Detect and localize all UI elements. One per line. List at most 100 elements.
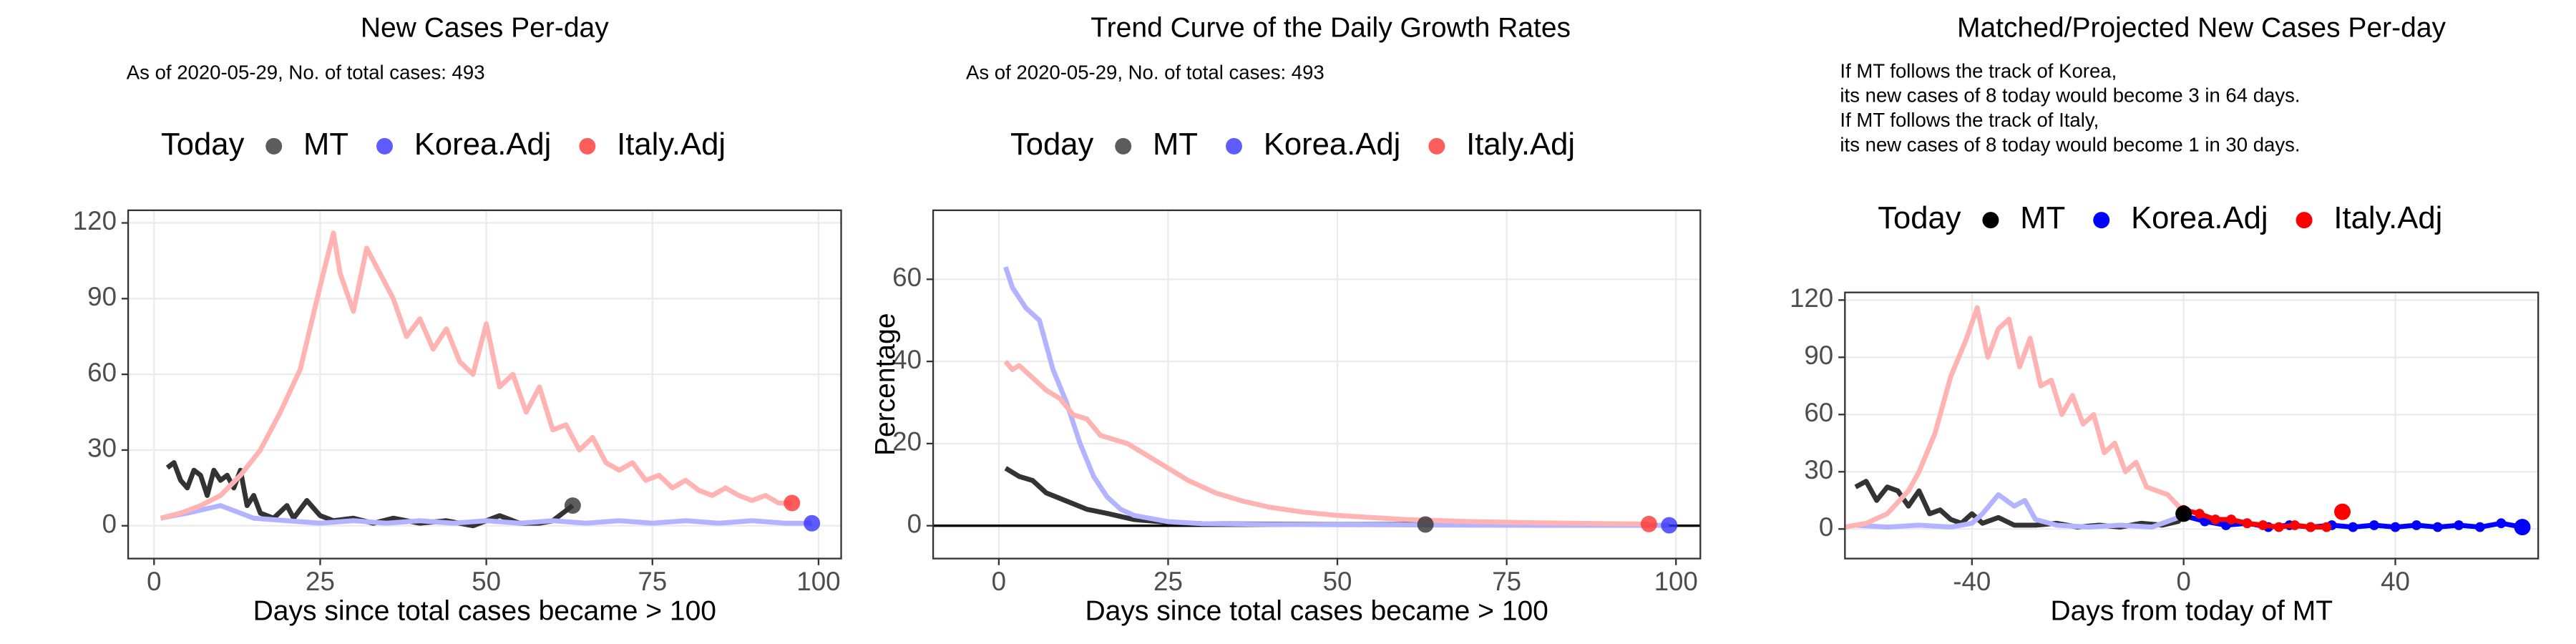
x-tick-label: 25 bbox=[306, 567, 335, 596]
projection-point bbox=[2242, 518, 2253, 529]
today-point bbox=[2514, 519, 2531, 536]
legend-label: Korea.Adj bbox=[2131, 201, 2268, 235]
legend-label: MT bbox=[303, 127, 348, 162]
series-group bbox=[1003, 266, 1678, 534]
chart-title: Trend Curve of the Daily Growth Rates bbox=[1091, 13, 1571, 44]
series-line bbox=[1855, 492, 2185, 530]
projection-point bbox=[2432, 522, 2443, 532]
y-tick-label: 30 bbox=[87, 434, 117, 463]
chart-title: New Cases Per-day bbox=[361, 13, 609, 44]
legend-marker bbox=[1115, 137, 1132, 155]
plot-border bbox=[127, 209, 842, 560]
projection-point bbox=[2210, 514, 2220, 525]
legend-marker bbox=[2296, 212, 2313, 229]
projection-point bbox=[2290, 520, 2300, 530]
projection-point bbox=[2496, 518, 2507, 529]
x-tick-label: -40 bbox=[1953, 567, 1991, 596]
projection-point bbox=[2194, 509, 2205, 519]
projection-point bbox=[2258, 520, 2268, 530]
series-line bbox=[165, 460, 575, 529]
y-tick-label: 0 bbox=[907, 509, 922, 538]
legend-marker bbox=[1428, 137, 1445, 155]
legend-marker bbox=[1226, 137, 1242, 155]
legend-label: Korea.Adj bbox=[414, 127, 552, 162]
y-tick-label: 120 bbox=[73, 206, 117, 235]
y-tick-label: 90 bbox=[87, 282, 117, 311]
y-tick-label: 0 bbox=[102, 509, 117, 538]
x-tick-label: 0 bbox=[147, 567, 161, 596]
today-point bbox=[2175, 505, 2192, 522]
today-point bbox=[1661, 517, 1678, 534]
x-tick-label: 75 bbox=[1492, 567, 1521, 596]
y-tick-label: 0 bbox=[1819, 512, 1833, 542]
projection-point bbox=[2369, 520, 2379, 530]
today-point bbox=[1417, 516, 1434, 533]
annotation: As of 2020-05-29, No. of total cases: 49… bbox=[966, 62, 1324, 84]
series-line bbox=[160, 503, 812, 526]
projection-point bbox=[2306, 522, 2316, 532]
annotation: its new cases of 8 today would become 1 … bbox=[1840, 134, 2300, 156]
legend-label: Korea.Adj bbox=[1264, 127, 1401, 162]
projection-point bbox=[2390, 522, 2401, 532]
legend-label: MT bbox=[2020, 201, 2065, 235]
y-tick-label: 40 bbox=[892, 345, 922, 374]
series-group bbox=[1845, 305, 2531, 536]
today-point bbox=[1640, 515, 1657, 532]
legend-title: Today bbox=[161, 127, 245, 162]
x-tick-label: 50 bbox=[472, 567, 501, 596]
annotation: As of 2020-05-29, No. of total cases: 49… bbox=[127, 62, 485, 84]
projection-point bbox=[2226, 514, 2237, 525]
x-axis-title: Days since total cases became > 100 bbox=[253, 596, 716, 627]
legend-marker bbox=[2093, 212, 2110, 229]
y-tick-label: 20 bbox=[892, 427, 922, 457]
plot-background bbox=[128, 210, 841, 559]
legend-label: Italy.Adj bbox=[1466, 127, 1575, 162]
legend-marker bbox=[579, 137, 596, 155]
plot-background bbox=[933, 210, 1701, 559]
legend-marker bbox=[1982, 212, 1999, 229]
x-tick-label: 100 bbox=[796, 567, 840, 596]
y-tick-label: 60 bbox=[1804, 398, 1833, 427]
x-tick-label: 100 bbox=[1654, 567, 1698, 596]
series-line bbox=[1845, 305, 2185, 530]
projection-line bbox=[2182, 507, 2327, 530]
x-tick-label: 0 bbox=[992, 567, 1006, 596]
plot-border bbox=[1844, 291, 2540, 560]
today-point bbox=[784, 494, 801, 512]
annotation: If MT follows the track of Italy, bbox=[1840, 109, 2099, 131]
y-tick-label: 120 bbox=[1790, 283, 1833, 313]
legend-marker bbox=[265, 137, 283, 155]
projection-point bbox=[2474, 522, 2485, 532]
series-line bbox=[1003, 266, 1669, 528]
legend-marker bbox=[376, 137, 393, 155]
series-line bbox=[160, 230, 792, 521]
projection-point bbox=[2454, 520, 2464, 530]
today-point bbox=[804, 514, 821, 532]
legend-label: MT bbox=[1153, 127, 1198, 162]
annotation: its new cases of 8 today would become 3 … bbox=[1840, 84, 2300, 107]
projection-point bbox=[2321, 522, 2332, 532]
chart-title: Matched/Projected New Cases Per-day bbox=[1957, 13, 2446, 44]
legend-label: Italy.Adj bbox=[617, 127, 726, 162]
y-tick-label: 90 bbox=[1804, 341, 1833, 370]
legend-title: Today bbox=[1010, 127, 1094, 162]
legend-label: Italy.Adj bbox=[2333, 201, 2442, 235]
projection-point bbox=[2273, 522, 2284, 532]
projection-point bbox=[2348, 522, 2358, 532]
legend-title: Today bbox=[1878, 201, 1961, 235]
y-tick-label: 60 bbox=[87, 358, 117, 387]
x-tick-label: 75 bbox=[638, 567, 667, 596]
y-axis-title: Percentage bbox=[870, 313, 901, 456]
y-tick-label: 60 bbox=[892, 263, 922, 292]
annotation: If MT follows the track of Korea, bbox=[1840, 59, 2117, 82]
series-line bbox=[1003, 359, 1649, 527]
x-axis-title: Days from today of MT bbox=[2050, 596, 2333, 627]
today-point bbox=[564, 497, 581, 514]
projection-point bbox=[2411, 520, 2421, 530]
plot-border bbox=[932, 209, 1702, 560]
today-point bbox=[2334, 503, 2351, 520]
x-tick-label: 40 bbox=[2381, 567, 2410, 596]
x-tick-label: 25 bbox=[1153, 567, 1183, 596]
y-tick-label: 30 bbox=[1804, 455, 1833, 484]
